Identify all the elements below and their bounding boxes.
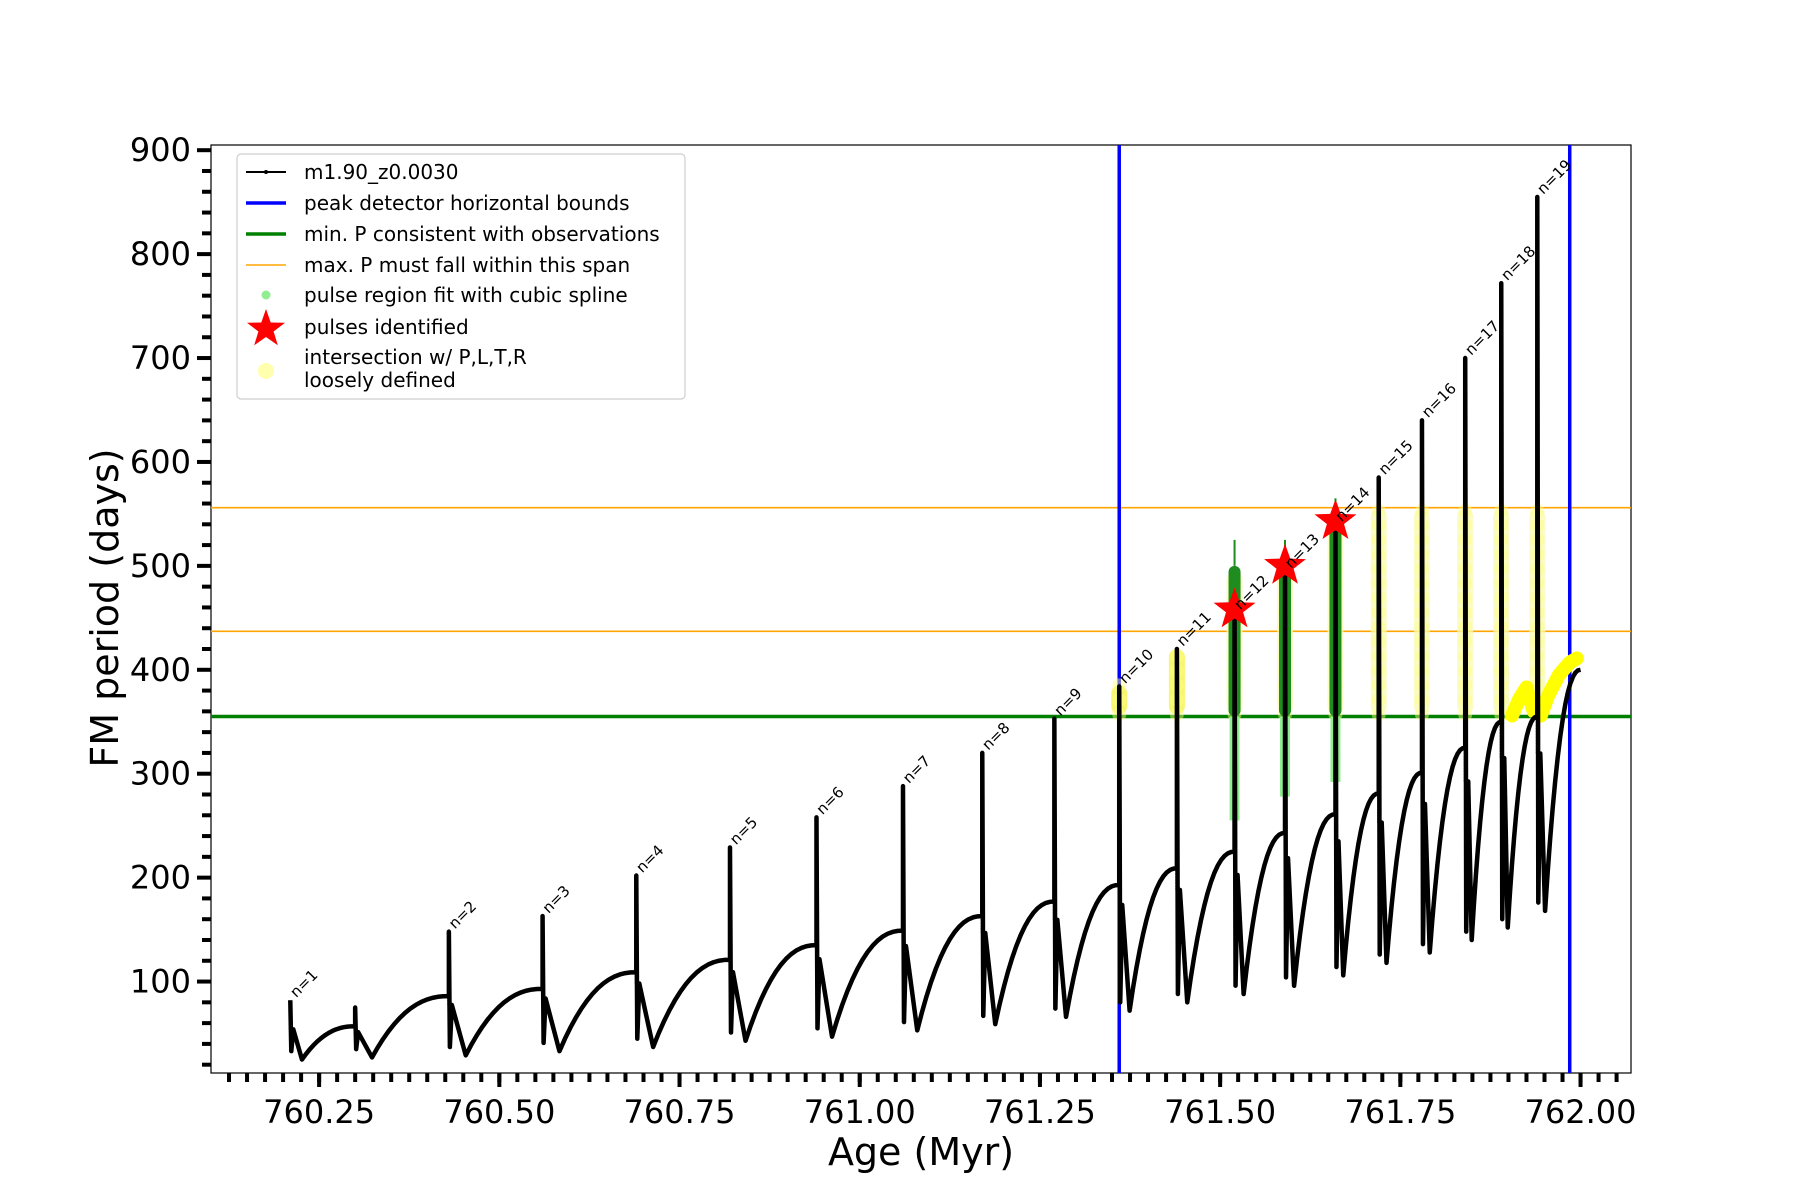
x-axis-label: Age (Myr) (828, 1130, 1014, 1174)
legend-marker-7 (258, 363, 274, 379)
legend-label-3: min. P consistent with observations (304, 222, 660, 246)
legend-marker-6 (247, 309, 285, 346)
horizontal-lines (211, 506, 1631, 719)
x-tick-label-5: 761.25 (984, 1093, 1096, 1131)
pulse-stars (1213, 499, 1357, 628)
x-tick-label-6: 761.50 (1164, 1093, 1276, 1131)
pulse-star-1 (1213, 587, 1256, 628)
pulse-star-2 (1264, 543, 1306, 584)
legend-label-6: pulses identified (304, 315, 469, 339)
y-tick-label-5: 500 (130, 547, 191, 585)
legend-marker-5 (261, 290, 271, 300)
y-tick-label-4: 400 (130, 651, 191, 689)
y-tick-label-7: 700 (130, 339, 191, 377)
legend-label-4: max. P must fall within this span (304, 253, 630, 277)
legend-label-7-line2: loosely defined (304, 368, 456, 392)
legend-label-2: peak detector horizontal bounds (304, 191, 630, 215)
legend-label-1: m1.90_z0.0030 (304, 160, 459, 184)
y-tick-label-6: 600 (130, 443, 191, 481)
x-tick-label-4: 761.00 (804, 1093, 916, 1131)
legend-marker-dot-1 (264, 170, 268, 174)
y-tick-label-1: 100 (130, 963, 191, 1001)
y-tick-label-9: 900 (130, 131, 191, 169)
x-tick-label-3: 760.75 (624, 1093, 736, 1131)
x-tick-label-1: 760.25 (263, 1093, 375, 1131)
pulse-star-3 (1314, 499, 1357, 539)
x-tick-label-7: 761.75 (1344, 1093, 1456, 1131)
y-tick-label-3: 300 (130, 755, 191, 793)
x-tick-label-8: 762.00 (1525, 1093, 1637, 1131)
y-axis: 100 200 300 400 500 600 700 800 900 (130, 131, 211, 1067)
legend-frame (236, 153, 686, 400)
x-axis: 760.25 760.50 760.75 761.00 761.25 761.50 761.… (227, 1073, 1637, 1131)
intersection-tail (1505, 651, 1584, 723)
series-line (288, 194, 1582, 1062)
y-tick-label-2: 200 (130, 859, 191, 897)
legend-label-7: intersection w/ P,L,T,R (304, 345, 527, 369)
y-axis-label: FM period (days) (83, 448, 127, 767)
series-m1.90_z0.0030 (288, 194, 1582, 1062)
y-tick-label-8: 800 (130, 235, 191, 273)
x-tick-label-2: 760.50 (443, 1093, 555, 1131)
legend-label-5: pulse region fit with cubic spline (304, 283, 628, 307)
